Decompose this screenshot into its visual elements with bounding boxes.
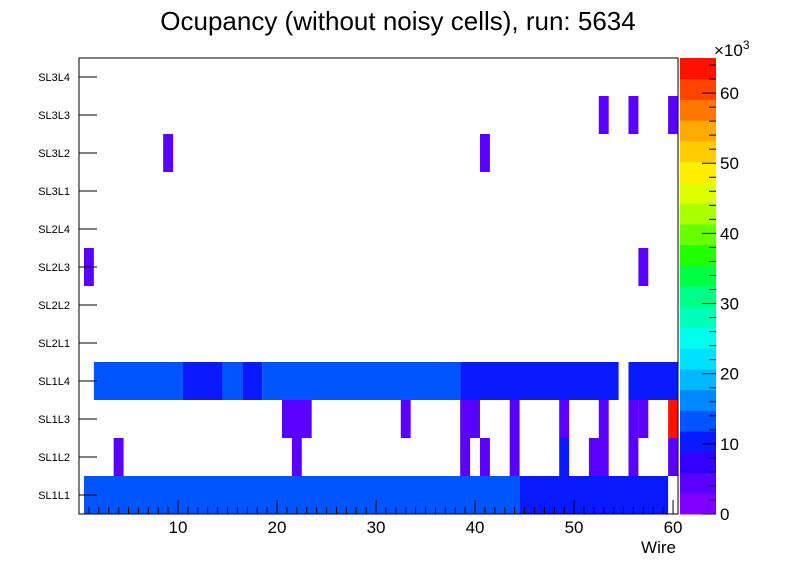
heatmap-cell-sl1l2-41 bbox=[479, 438, 490, 476]
color-scale-segment bbox=[680, 223, 716, 246]
heatmap-cell-sl1l2-39 bbox=[460, 438, 471, 476]
heatmap-cell-sl1l4-2 bbox=[93, 362, 183, 400]
color-scale-multiplier: ×103 bbox=[714, 38, 750, 60]
color-scale-segment bbox=[680, 182, 716, 204]
color-scale-segment bbox=[680, 203, 716, 225]
y-tick-label-sl1l3: SL1L3 bbox=[38, 414, 70, 426]
heatmap-cell-sl1l4-39 bbox=[460, 362, 619, 400]
x-tick-label-40: 40 bbox=[466, 518, 485, 537]
y-tick-label-sl2l3: SL2L3 bbox=[38, 262, 70, 274]
x-tick-label-10: 10 bbox=[169, 518, 188, 537]
z-tick-label-60: 60 bbox=[720, 84, 739, 103]
color-scale-axis: 0 10 20 30 40 50 60 bbox=[702, 64, 739, 524]
z-tick-label-0: 0 bbox=[720, 505, 729, 524]
heatmap-cell-sl1l2-60 bbox=[668, 438, 678, 476]
color-scale-segment bbox=[680, 493, 716, 515]
chart-title: Ocupancy (without noisy cells), run: 563… bbox=[160, 6, 635, 36]
x-tick-label-30: 30 bbox=[367, 518, 386, 537]
heatmap-cell-sl3l3-53 bbox=[598, 96, 609, 134]
y-tick-label-sl2l1: SL2L1 bbox=[38, 338, 70, 350]
z-tick-label-50: 50 bbox=[720, 154, 739, 173]
heatmap-cell-sl1l2-22 bbox=[291, 438, 302, 476]
x-tick-label-50: 50 bbox=[565, 518, 584, 537]
y-tick-label-sl2l4: SL2L4 bbox=[38, 224, 70, 236]
color-scale-segment bbox=[680, 140, 716, 163]
color-scale-segment bbox=[680, 58, 716, 80]
color-scale-segment bbox=[680, 472, 716, 494]
heatmap-cell-sl1l4-11 bbox=[182, 362, 223, 400]
y-tick-label-sl2l2: SL2L2 bbox=[38, 300, 70, 312]
heatmap-cell-sl1l2-4 bbox=[113, 438, 124, 476]
x-tick-label-20: 20 bbox=[268, 518, 287, 537]
heatmap-cell-sl1l3-56 bbox=[628, 400, 639, 438]
heatmap-cell-sl1l3-57 bbox=[638, 400, 649, 438]
x-tick-label-60: 60 bbox=[664, 518, 683, 537]
heatmap-cell-sl3l3-56 bbox=[628, 96, 639, 134]
heatmap-cell-sl1l2-56 bbox=[628, 438, 639, 476]
heatmap-cell-sl1l4-17 bbox=[242, 362, 263, 400]
z-tick-label-10: 10 bbox=[720, 435, 739, 454]
z-tick-label-40: 40 bbox=[720, 224, 739, 243]
y-tick-label-sl1l1: SL1L1 bbox=[38, 490, 70, 502]
y-tick-label-sl3l2: SL3L2 bbox=[38, 148, 70, 160]
heatmap-cell-sl1l4-56 bbox=[628, 362, 678, 400]
color-scale-segment bbox=[680, 99, 716, 121]
color-scale-segment bbox=[680, 389, 716, 411]
y-tick-label-sl1l2: SL1L2 bbox=[38, 452, 70, 464]
heatmap-cell-sl3l2-9 bbox=[163, 134, 174, 172]
multiplier-base: ×10 bbox=[714, 41, 743, 60]
heatmap-cell-sl1l3-33 bbox=[400, 400, 411, 438]
y-tick-label-sl1l4: SL1L4 bbox=[38, 376, 70, 388]
heatmap-cell-sl1l3-53 bbox=[598, 400, 609, 438]
color-scale-segment bbox=[680, 327, 716, 349]
y-tick-label-sl3l1: SL3L1 bbox=[38, 186, 70, 198]
heatmap-cell-sl1l3-60 bbox=[668, 400, 678, 438]
y-axis: SL1L1 SL1L2 SL1L3 SL1L4 SL2L1 SL2L2 SL2L3 SL2L4… bbox=[38, 72, 97, 502]
z-tick-label-30: 30 bbox=[720, 295, 739, 314]
z-tick-label-20: 20 bbox=[720, 365, 739, 384]
color-scale-segment bbox=[680, 368, 716, 391]
heatmap-cell-sl1l2-44 bbox=[509, 438, 520, 476]
x-axis: 10 20 30 40 50 60 bbox=[88, 500, 683, 537]
heatmap-cell-sl2l3-57 bbox=[638, 248, 649, 286]
color-scale-segment bbox=[680, 265, 716, 287]
heatmap-cell-sl1l3-39 bbox=[460, 400, 480, 438]
color-scale-segment bbox=[680, 161, 716, 183]
color-scale-segment bbox=[680, 306, 716, 328]
color-scale-segment bbox=[680, 431, 716, 453]
heatmap-cells bbox=[83, 96, 678, 514]
y-tick-label-sl3l3: SL3L3 bbox=[38, 110, 70, 122]
color-scale-segment bbox=[680, 451, 716, 474]
color-scale-segment bbox=[680, 120, 716, 142]
heatmap-cell-sl1l3-49 bbox=[559, 400, 570, 438]
heatmap-cell-sl1l4-15 bbox=[222, 362, 243, 400]
color-scale-segment bbox=[680, 348, 716, 370]
heatmap-cell-sl1l4-19 bbox=[262, 362, 461, 400]
heatmap-cell-sl3l2-41 bbox=[479, 134, 490, 172]
y-tick-label-sl3l4: SL3L4 bbox=[38, 72, 70, 84]
heatmap-cell-sl1l2-52 bbox=[588, 438, 609, 476]
color-scale-bar bbox=[680, 58, 716, 515]
color-scale-segment bbox=[680, 244, 716, 266]
heatmap-cell-sl3l3-60 bbox=[668, 96, 678, 134]
color-scale-segment bbox=[680, 410, 716, 432]
heatmap-cell-sl1l2-49 bbox=[559, 438, 570, 476]
heatmap-cell-sl1l3-44 bbox=[509, 400, 520, 438]
color-scale-segment bbox=[680, 286, 716, 308]
heatmap-cell-sl1l1-1 bbox=[83, 476, 520, 514]
multiplier-exponent: 3 bbox=[743, 38, 750, 52]
x-axis-label: Wire bbox=[641, 538, 676, 557]
color-scale-segment bbox=[680, 78, 716, 100]
heatmap-cell-sl1l3-21 bbox=[281, 400, 312, 438]
plot-frame bbox=[78, 57, 679, 515]
